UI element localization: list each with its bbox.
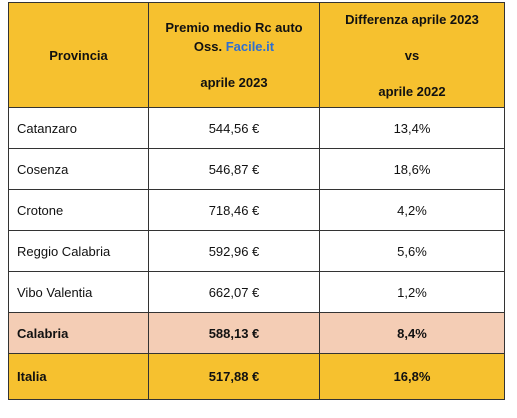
header-text: Provincia — [49, 47, 108, 63]
difference-cell: 5,6% — [319, 230, 505, 272]
brand-name: Facile.it — [225, 39, 275, 54]
difference-cell: 1,2% — [319, 271, 505, 313]
header-text: Premio medio Rc auto — [165, 20, 303, 35]
header-cell: Provincia — [8, 2, 149, 108]
difference-cell: 4,2% — [319, 189, 505, 231]
province-cell: Catanzaro — [8, 107, 149, 149]
province-cell: Reggio Calabria — [8, 230, 149, 272]
province-cell: Crotone — [8, 189, 149, 231]
premium-cell: 517,88 € — [148, 353, 320, 400]
table-row: Reggio Calabria 592,96 €5,6% — [8, 230, 505, 272]
header-cell: Differenza aprile 2023 vs aprile 2022 — [319, 2, 505, 108]
province-cell: Vibo Valentia — [8, 271, 149, 313]
premium-cell: 588,13 € — [148, 312, 320, 354]
difference-cell: 18,6% — [319, 148, 505, 190]
header-text: Differenza aprile 2023 — [345, 11, 479, 27]
province-cell: Italia — [8, 353, 149, 400]
table-row: Catanzaro 544,56 €13,4% — [8, 107, 505, 149]
difference-cell: 16,8% — [319, 353, 505, 400]
header-row: Provincia Premio medio Rc auto Oss. Faci… — [8, 2, 505, 108]
table-row: Cosenza 546,87 €18,6% — [8, 148, 505, 190]
table-row: Crotone 718,46 €4,2% — [8, 189, 505, 231]
header-text-line: Oss. Facile.it — [149, 37, 319, 56]
table-row: Calabria 588,13 €8,4% — [8, 312, 505, 354]
table-body: Catanzaro 544,56 €13,4% Cosenza 546,87 €18,… — [8, 107, 505, 400]
difference-cell: 8,4% — [319, 312, 505, 354]
header-text: aprile 2022 — [378, 83, 446, 99]
province-cell: Calabria — [8, 312, 149, 354]
premium-cell: 544,56 € — [148, 107, 320, 149]
premium-cell: 546,87 € — [148, 148, 320, 190]
spacer — [149, 56, 319, 73]
table-header: Provincia Premio medio Rc auto Oss. Faci… — [8, 2, 505, 108]
spacer — [320, 65, 504, 82]
table-row: Vibo Valentia 662,07 €1,2% — [8, 271, 505, 313]
premium-cell: 718,46 € — [148, 189, 320, 231]
header-text: vs — [404, 47, 420, 63]
premium-cell: 592,96 € — [148, 230, 320, 272]
premium-cell: 662,07 € — [148, 271, 320, 313]
header-text: aprile 2023 — [200, 75, 268, 90]
data-table: Provincia Premio medio Rc auto Oss. Faci… — [8, 2, 505, 400]
province-cell: Cosenza — [8, 148, 149, 190]
header-cell: Premio medio Rc auto Oss. Facile.it apri… — [148, 2, 320, 108]
table-row: Italia 517,88 €16,8% — [8, 353, 505, 400]
difference-cell: 13,4% — [319, 107, 505, 149]
header-text: Oss. — [193, 39, 223, 54]
spacer — [320, 29, 504, 46]
